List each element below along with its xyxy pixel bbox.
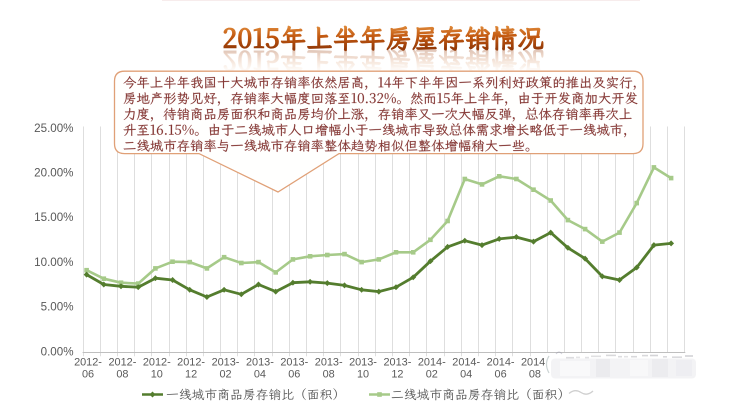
svg-text:5.00%: 5.00% bbox=[41, 301, 74, 314]
svg-text:02: 02 bbox=[426, 369, 438, 381]
svg-text:12: 12 bbox=[185, 369, 197, 381]
svg-text:08: 08 bbox=[116, 369, 128, 381]
svg-text:2013-: 2013- bbox=[212, 357, 240, 369]
svg-text:08: 08 bbox=[529, 369, 541, 381]
svg-text:2013-: 2013- bbox=[246, 357, 274, 369]
svg-text:0.00%: 0.00% bbox=[41, 345, 74, 358]
svg-text:2014-: 2014- bbox=[418, 357, 446, 369]
svg-text:02: 02 bbox=[219, 369, 231, 381]
svg-text:20.00%: 20.00% bbox=[34, 167, 73, 180]
svg-text:2012-: 2012- bbox=[74, 357, 102, 369]
svg-text:2013-: 2013- bbox=[349, 357, 377, 369]
svg-text:10: 10 bbox=[357, 369, 369, 381]
svg-text:2013-: 2013- bbox=[315, 357, 343, 369]
svg-text:10: 10 bbox=[151, 369, 163, 381]
svg-text:25.00%: 25.00% bbox=[34, 122, 73, 135]
svg-text:2012-: 2012- bbox=[177, 357, 205, 369]
svg-text:2014-: 2014- bbox=[452, 357, 480, 369]
svg-text:08: 08 bbox=[323, 369, 335, 381]
svg-text:2014-: 2014- bbox=[487, 357, 515, 369]
svg-text:10.00%: 10.00% bbox=[34, 256, 73, 269]
svg-text:04: 04 bbox=[254, 369, 266, 381]
svg-text:04: 04 bbox=[460, 369, 472, 381]
svg-text:06: 06 bbox=[82, 369, 94, 381]
svg-text:12: 12 bbox=[391, 369, 403, 381]
svg-text:2012-: 2012- bbox=[143, 357, 171, 369]
svg-text:2014-: 2014- bbox=[521, 357, 549, 369]
svg-text:06: 06 bbox=[495, 369, 507, 381]
svg-text:06: 06 bbox=[288, 369, 300, 381]
svg-text:2013-: 2013- bbox=[280, 357, 308, 369]
svg-text:15.00%: 15.00% bbox=[34, 211, 73, 224]
svg-text:2012-: 2012- bbox=[108, 357, 136, 369]
svg-text:2013-: 2013- bbox=[383, 357, 411, 369]
